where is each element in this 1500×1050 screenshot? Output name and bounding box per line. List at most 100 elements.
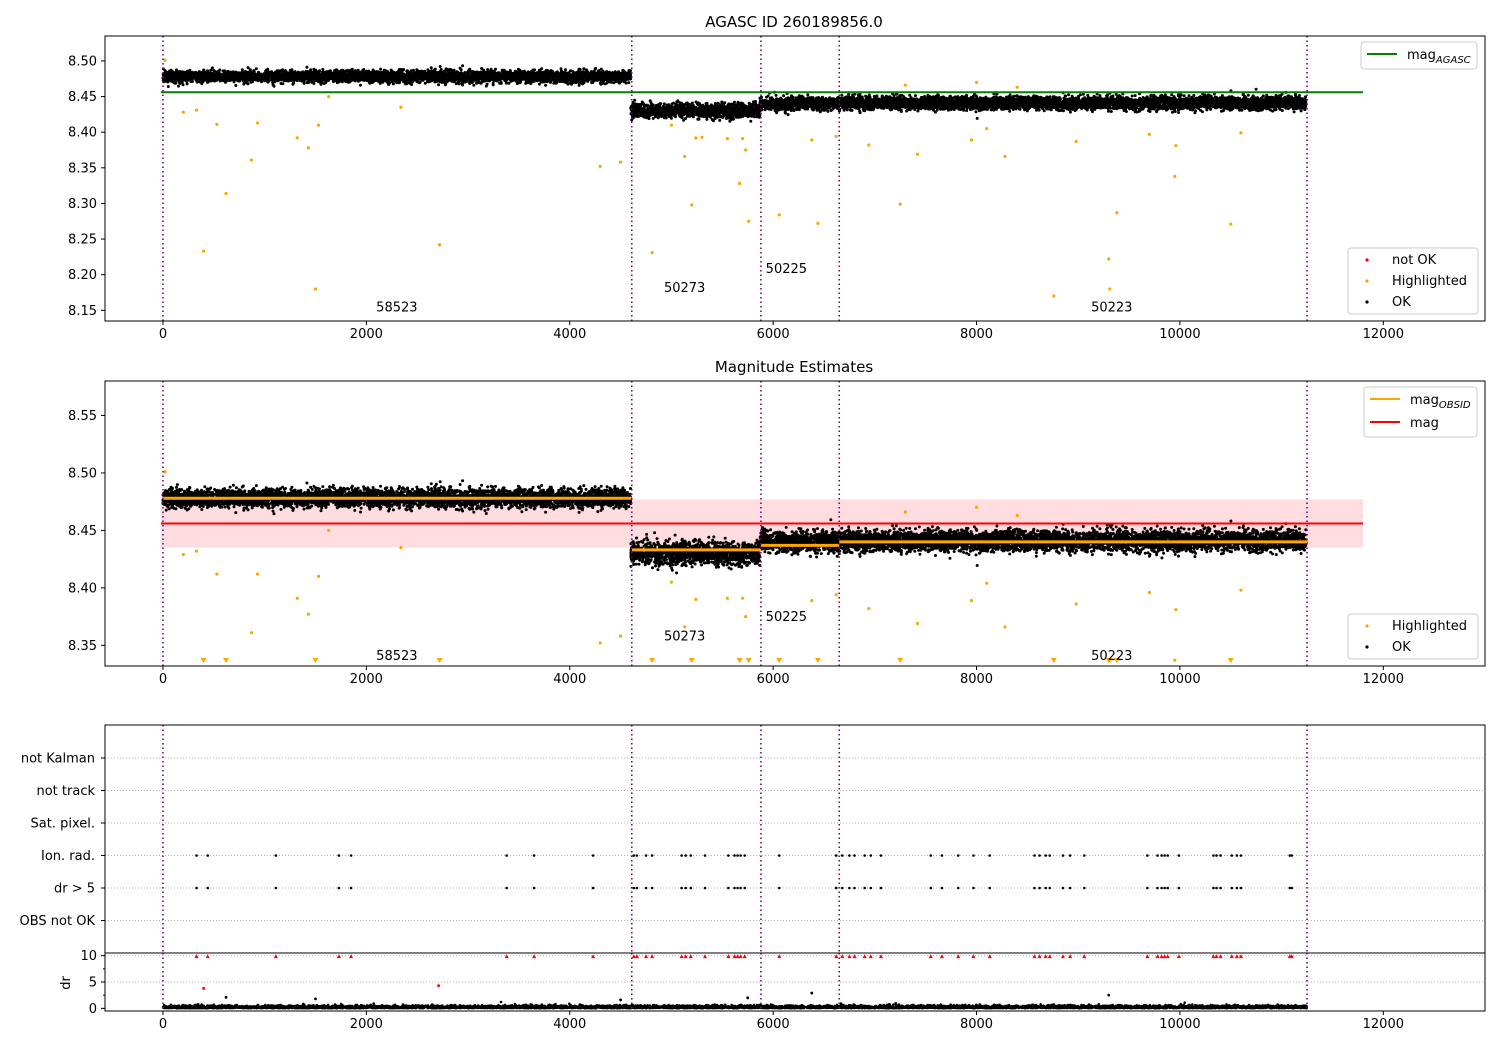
data-point-ok xyxy=(452,73,456,77)
data-point-ok xyxy=(493,75,496,79)
data-point-ok xyxy=(382,77,386,80)
data-point-ok xyxy=(626,71,629,75)
data-point-ok xyxy=(347,69,351,73)
data-point-ok xyxy=(189,79,193,83)
data-point-ok xyxy=(435,73,439,77)
data-point-ok xyxy=(470,81,474,84)
data-point-ok xyxy=(545,76,549,80)
data-point-ok xyxy=(175,68,178,72)
data-point-ok xyxy=(619,80,623,83)
data-point-ok xyxy=(325,70,329,74)
data-point-ok xyxy=(477,74,481,78)
data-point-ok xyxy=(290,68,294,72)
data-point-ok xyxy=(438,76,442,80)
data-point-ok xyxy=(295,79,299,83)
data-point-ok xyxy=(320,81,324,85)
data-point-ok xyxy=(417,77,421,81)
plot-area xyxy=(160,36,1363,321)
data-point-ok xyxy=(218,79,222,83)
data-point-ok xyxy=(302,79,306,83)
data-point-ok xyxy=(577,83,581,87)
data-point-ok xyxy=(594,78,597,82)
data-point-ok xyxy=(516,67,520,71)
data-point-ok xyxy=(202,68,206,72)
data-point-ok xyxy=(347,80,351,84)
data-point-ok xyxy=(498,81,502,85)
data-point-ok xyxy=(422,75,425,79)
data-point-ok xyxy=(254,67,258,71)
data-point-ok xyxy=(201,72,205,76)
data-point-ok xyxy=(276,74,279,78)
data-point-ok xyxy=(570,73,574,77)
data-point-ok xyxy=(582,67,586,71)
data-point-ok xyxy=(540,67,544,71)
data-point-ok xyxy=(515,75,519,79)
data-point-ok xyxy=(209,68,213,72)
data-point-ok xyxy=(348,75,352,79)
data-point-ok xyxy=(240,68,244,72)
data-point-ok xyxy=(320,70,324,74)
data-point-ok xyxy=(476,79,480,83)
data-point-ok xyxy=(549,69,553,73)
data-point-ok xyxy=(500,72,504,76)
data-point-ok xyxy=(324,73,328,77)
data-point-ok xyxy=(372,78,376,82)
data-point-ok xyxy=(437,83,440,87)
data-point-ok xyxy=(428,79,432,83)
data-point-ok xyxy=(355,74,359,78)
data-point-ok xyxy=(213,69,217,73)
data-point-ok xyxy=(260,80,264,84)
data-point-ok xyxy=(245,73,249,77)
data-point-ok xyxy=(425,75,429,79)
data-point-ok xyxy=(344,79,348,83)
data-point-ok xyxy=(491,72,495,76)
data-point-ok xyxy=(571,81,575,85)
data-point-ok xyxy=(492,69,496,73)
data-point-ok xyxy=(491,81,495,85)
data-point-ok xyxy=(507,81,511,85)
plot-content xyxy=(160,36,1363,321)
data-point-ok xyxy=(423,71,427,75)
data-point-ok xyxy=(567,75,571,79)
data-point-ok xyxy=(384,74,388,78)
data-point-ok xyxy=(252,73,256,77)
data-point-ok xyxy=(295,74,299,78)
data-point-ok xyxy=(170,79,174,82)
data-point-ok xyxy=(592,70,596,74)
data-point-ok xyxy=(394,75,398,79)
data-point-ok xyxy=(185,78,189,82)
data-point-ok xyxy=(383,71,387,75)
data-point-ok xyxy=(237,71,241,75)
data-point-ok xyxy=(168,75,171,79)
data-point-ok xyxy=(566,79,570,83)
data-point-ok xyxy=(312,82,316,85)
data-point-ok xyxy=(266,80,270,84)
data-point-ok xyxy=(234,84,238,87)
data-point-ok xyxy=(244,76,248,80)
data-point-ok xyxy=(209,71,212,75)
data-point-ok xyxy=(180,73,184,77)
data-point-ok xyxy=(388,81,391,85)
data-point-ok xyxy=(502,68,506,72)
data-point-ok xyxy=(443,69,446,73)
data-point-ok xyxy=(307,81,310,85)
data-point-ok xyxy=(605,70,609,74)
data-point-ok xyxy=(173,78,177,82)
data-point-ok xyxy=(588,72,592,76)
data-point-ok xyxy=(621,73,625,77)
data-point-ok xyxy=(484,84,488,88)
data-point-ok xyxy=(200,82,204,86)
data-point-ok xyxy=(267,75,271,79)
data-point-ok xyxy=(283,71,287,75)
data-point-ok xyxy=(180,80,184,84)
data-point-ok xyxy=(460,81,464,85)
data-point-ok xyxy=(322,78,326,82)
data-point-ok xyxy=(480,77,484,81)
data-point-ok xyxy=(332,76,336,80)
data-point-ok xyxy=(629,69,632,73)
data-point-ok xyxy=(344,69,348,73)
data-point-ok xyxy=(177,79,181,82)
data-point-ok xyxy=(206,80,210,84)
data-point-ok xyxy=(486,68,490,72)
